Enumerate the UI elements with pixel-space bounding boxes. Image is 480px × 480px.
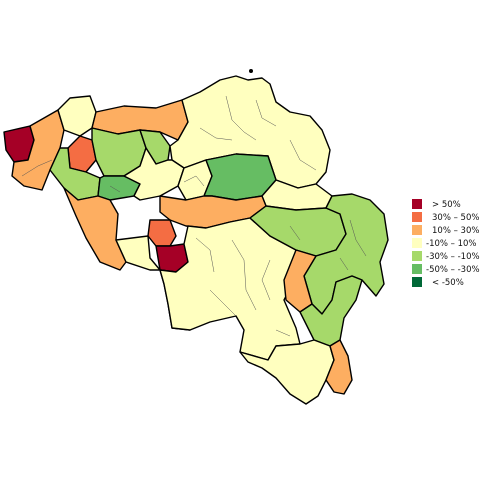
legend-item: -50% – -30% (412, 264, 480, 275)
legend-label: -30% – -10% (426, 252, 480, 262)
legend-item: -10% – 10% (412, 238, 477, 249)
legend-swatch (412, 199, 422, 209)
legend-item: -30% – -10% (412, 251, 480, 262)
map-region-mons-north[interactable] (147, 219, 177, 247)
legend-swatch (412, 225, 422, 235)
legend-label: -10% – 10% (426, 239, 477, 249)
legend-swatch (412, 251, 422, 261)
legend-item: 10% – 30% (412, 225, 479, 236)
legend-swatch (412, 264, 422, 274)
legend-item: < -50% (412, 277, 464, 288)
legend-label: 30% – 50% (432, 213, 479, 223)
district-borders (21, 95, 367, 337)
map-region-arlon[interactable] (325, 339, 353, 395)
legend-swatch (412, 277, 422, 287)
map-regions (3, 75, 389, 405)
map-region-coast-mid[interactable] (57, 95, 97, 137)
legend-label: -50% – -30% (426, 265, 480, 275)
legend-swatch (412, 212, 422, 222)
legend-swatch (412, 238, 422, 248)
legend-label: < -50% (432, 278, 464, 288)
enclave-marker (249, 69, 253, 73)
map-region-namur[interactable] (115, 217, 301, 361)
legend-label: 10% – 30% (432, 226, 479, 236)
legend-label: > 50% (432, 200, 461, 210)
legend-item: > 50% (412, 199, 461, 210)
legend-item: 30% – 50% (412, 212, 479, 223)
map-region-tournai[interactable] (63, 187, 127, 271)
map-legend: > 50% 30% – 50% 10% – 30% -10% – 10% -30… (412, 199, 480, 288)
